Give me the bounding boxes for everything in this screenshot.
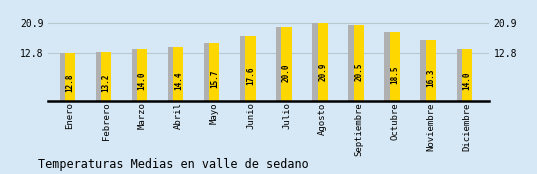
Text: 16.3: 16.3: [426, 69, 436, 87]
Text: 14.4: 14.4: [174, 71, 183, 90]
Bar: [101, 52, 111, 101]
Bar: [173, 47, 183, 101]
Bar: [390, 32, 400, 101]
Text: 15.7: 15.7: [210, 69, 219, 88]
Bar: [426, 40, 436, 101]
Bar: [168, 47, 178, 101]
Text: 12.8: 12.8: [66, 74, 75, 92]
Bar: [281, 27, 292, 101]
Bar: [65, 53, 75, 101]
Bar: [349, 25, 358, 101]
Bar: [317, 23, 328, 101]
Text: 18.5: 18.5: [390, 66, 400, 84]
Bar: [462, 49, 472, 101]
Text: 20.9: 20.9: [318, 62, 327, 81]
Bar: [60, 53, 70, 101]
Text: 14.0: 14.0: [462, 72, 471, 90]
Bar: [245, 35, 256, 101]
Bar: [312, 23, 322, 101]
Bar: [276, 27, 286, 101]
Bar: [420, 40, 431, 101]
Bar: [96, 52, 106, 101]
Bar: [209, 43, 220, 101]
Bar: [137, 49, 147, 101]
Bar: [456, 49, 467, 101]
Text: Temperaturas Medias en valle de sedano: Temperaturas Medias en valle de sedano: [38, 157, 308, 171]
Bar: [384, 32, 395, 101]
Text: 14.0: 14.0: [137, 72, 147, 90]
Text: 20.5: 20.5: [354, 63, 363, 81]
Text: 13.2: 13.2: [101, 73, 111, 92]
Bar: [204, 43, 214, 101]
Bar: [240, 35, 250, 101]
Text: 17.6: 17.6: [246, 67, 255, 85]
Bar: [354, 25, 364, 101]
Bar: [132, 49, 142, 101]
Text: 20.0: 20.0: [282, 64, 291, 82]
